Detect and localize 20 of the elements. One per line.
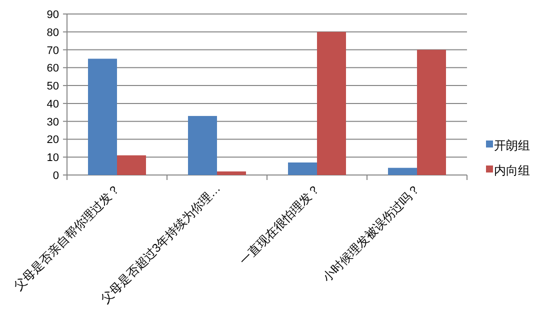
y-tick-label: 40	[46, 98, 59, 110]
y-tick-label: 70	[46, 44, 59, 57]
y-tick-label: 10	[46, 152, 59, 164]
y-tick-label: 20	[46, 134, 59, 146]
legend-label: 内向组	[494, 164, 530, 178]
y-tick-label: 0	[52, 170, 59, 182]
bar	[288, 162, 317, 175]
bar	[188, 116, 217, 175]
bar	[217, 171, 246, 175]
bar	[317, 32, 346, 175]
y-tick-label: 50	[46, 80, 59, 93]
legend-label: 开朗组	[494, 138, 530, 152]
bar	[417, 50, 446, 175]
y-tick-label: 60	[46, 62, 59, 75]
y-tick-label: 90	[46, 9, 59, 21]
y-tick-label: 30	[46, 116, 59, 128]
y-tick-label: 80	[46, 26, 59, 39]
bar	[388, 168, 417, 175]
bar	[117, 155, 146, 175]
bar	[88, 58, 117, 175]
